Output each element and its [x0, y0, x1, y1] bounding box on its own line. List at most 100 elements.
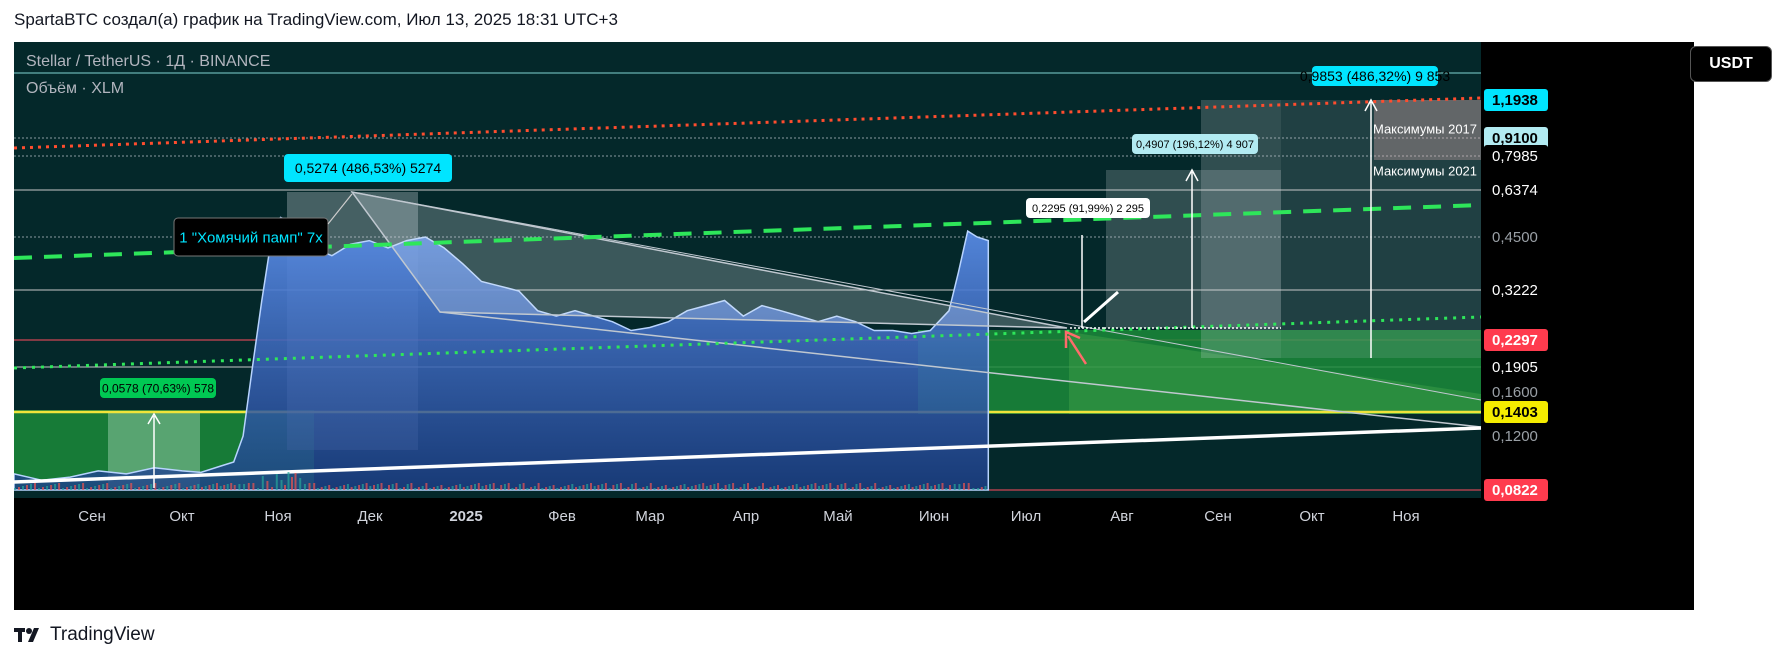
- volume-bar: [530, 487, 533, 490]
- volume-bar: [122, 485, 125, 490]
- price-label: 0,1200: [1492, 428, 1538, 445]
- time-axis-bg: [14, 536, 1481, 572]
- volume-bar: [94, 486, 97, 490]
- volume-bar: [717, 483, 720, 490]
- volume-bar: [560, 487, 562, 490]
- volume-bar: [86, 488, 89, 490]
- volume-bar: [459, 484, 462, 490]
- volume-bar: [571, 484, 574, 490]
- annotation-box: [1312, 66, 1438, 86]
- volume-bar: [949, 485, 951, 490]
- x-tick-label: Окт: [1299, 508, 1324, 525]
- volume-bar: [403, 487, 405, 490]
- volume-bar: [414, 488, 417, 490]
- volume-bar: [522, 483, 525, 490]
- symbol-title: Stellar / TetherUS · 1Д · BINANCE: [26, 53, 271, 70]
- price-chart[interactable]: Сен Окт Ноя Дек 2025 Фев Мар Апр Май Июн Июл Авг Сен…: [14, 42, 1694, 610]
- volume-bar: [138, 487, 141, 490]
- annotation-label: Максимумы 2017: [1373, 122, 1477, 137]
- volume-bar: [299, 478, 302, 490]
- annotation-box: [284, 154, 452, 182]
- volume-bar: [963, 483, 965, 490]
- volume-bar: [391, 484, 394, 490]
- volume-bar: [432, 487, 435, 490]
- volume-bar: [216, 483, 218, 490]
- volume-bar: [444, 488, 447, 490]
- volume-bar: [694, 485, 697, 490]
- volume-bar: [462, 487, 465, 490]
- volume-bar: [346, 484, 349, 490]
- volume-bar: [732, 483, 735, 490]
- volume-bar: [328, 485, 331, 490]
- volume-bar: [440, 485, 443, 490]
- volume-bar: [150, 484, 153, 490]
- volume-bar: [485, 485, 488, 490]
- volume-bar: [851, 487, 854, 490]
- volume-bar: [481, 486, 484, 490]
- arrow-head-left: [147, 412, 161, 425]
- volume-bar: [900, 486, 903, 490]
- annotation-box: [173, 217, 329, 257]
- x-tick-label: Июл: [1011, 508, 1041, 525]
- currency-button[interactable]: USDT: [1690, 46, 1772, 82]
- volume-bar: [548, 486, 551, 490]
- volume-bar: [316, 488, 319, 490]
- price-label-box: [1484, 401, 1548, 423]
- volume-bar: [803, 486, 806, 490]
- volume-bar: [922, 484, 925, 490]
- volume-bar: [848, 488, 850, 490]
- x-tick-label: 2025: [449, 508, 482, 525]
- annotation-text: 0,2295 (91,99%) 2 295: [1032, 203, 1144, 215]
- volume-bar: [631, 484, 634, 490]
- volume-bar: [247, 483, 250, 490]
- volume-bar: [552, 485, 555, 490]
- volume-bar: [511, 488, 514, 490]
- volume-bar: [308, 483, 311, 490]
- volume-bar: [410, 483, 413, 490]
- volume-bar: [806, 485, 809, 490]
- volume-bar: [287, 472, 290, 490]
- annotation-label: 0,9853 (486,32%) 9 853: [1300, 66, 1450, 86]
- price-label-text: 0,3222: [1492, 282, 1538, 299]
- volume-bar: [197, 484, 200, 490]
- volume-bar: [417, 487, 420, 490]
- volume-bar: [384, 488, 387, 490]
- volume-bar: [339, 486, 342, 490]
- volume-bar: [380, 483, 383, 490]
- chart-panel[interactable]: Сен Окт Ноя Дек 2025 Фев Мар Апр Май Июн Июл Авг Сен…: [14, 42, 1694, 610]
- volume-bar: [612, 485, 615, 490]
- volume-bar: [324, 486, 327, 490]
- volume-bar: [892, 488, 895, 490]
- volume-bar: [369, 486, 372, 490]
- volume-bar: [38, 488, 40, 490]
- volume-bar: [275, 474, 278, 490]
- volume-bar: [657, 487, 660, 490]
- volume-bar: [881, 487, 884, 490]
- volume-bar: [166, 486, 169, 490]
- volume-bar: [709, 485, 712, 490]
- volume-bar: [664, 485, 667, 490]
- volume-bar: [754, 487, 757, 490]
- volume-bar: [638, 488, 641, 490]
- volume-bar: [118, 486, 121, 490]
- price-label-box: [1484, 89, 1548, 111]
- volume-bar: [354, 486, 357, 490]
- price-label-text: 1,1938: [1492, 92, 1538, 109]
- volume-bar: [702, 483, 705, 490]
- volume-bar: [451, 486, 454, 490]
- volume-bar: [687, 487, 690, 490]
- x-tick-label: Сен: [78, 508, 105, 525]
- volume-bar: [388, 485, 390, 490]
- volume-bar: [233, 485, 236, 490]
- volume-bar: [130, 483, 133, 490]
- annotation-text: Максимумы 2017: [1373, 122, 1477, 137]
- volume-bar: [646, 486, 649, 490]
- annotation-label: 0,5274 (486,53%) 5274: [284, 154, 452, 182]
- volume-bar: [863, 488, 865, 490]
- volume-bar: [724, 485, 727, 490]
- volume-bar: [243, 484, 246, 490]
- volume-legend: Объём · XLM: [26, 80, 125, 97]
- volume-bar: [972, 488, 975, 490]
- volume-bar: [178, 483, 181, 490]
- volume-bar: [291, 477, 293, 490]
